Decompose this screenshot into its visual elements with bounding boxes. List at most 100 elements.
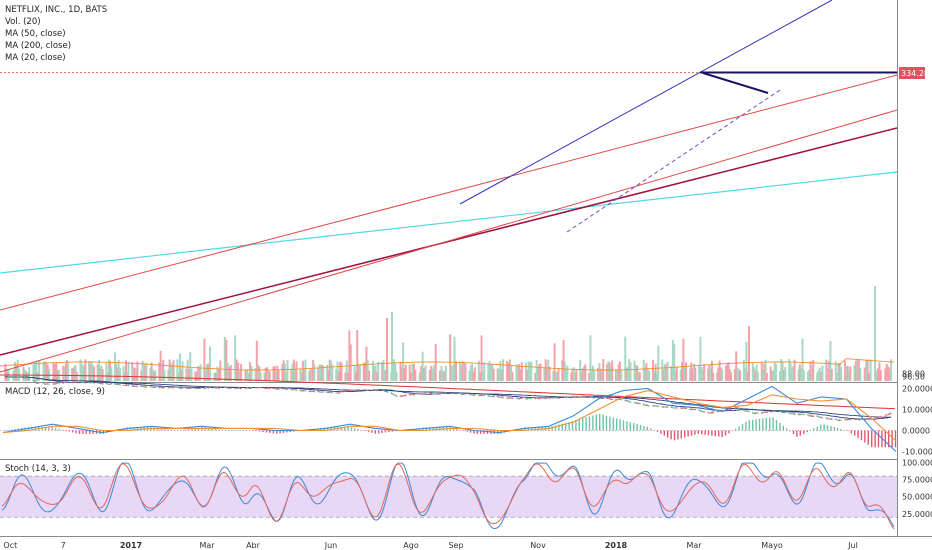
volume-bar <box>444 365 447 381</box>
candle-body <box>300 390 303 392</box>
volume-bar <box>854 360 857 381</box>
volume-bar <box>691 367 694 381</box>
volume-bar <box>96 364 99 381</box>
volume-bar <box>254 368 257 381</box>
volume-bar <box>808 369 811 381</box>
symbol-title[interactable]: NETFLIX, INC., 1D, BATS <box>5 5 107 15</box>
volume-bar <box>801 338 804 381</box>
volume-bar <box>382 359 385 381</box>
volume-spike <box>874 286 876 381</box>
macd-histogram-bar <box>242 430 244 432</box>
volume-bar <box>646 367 649 381</box>
stoch-label[interactable]: Stoch (14, 3, 3) <box>5 464 71 474</box>
candle-body <box>818 417 821 418</box>
candle-body <box>294 389 297 391</box>
macd-histogram-bar <box>170 429 172 431</box>
volume-bar <box>339 361 342 381</box>
volume-bar <box>817 370 820 381</box>
volume-bar <box>629 362 632 381</box>
candle-body <box>477 395 480 396</box>
candle-body <box>247 388 250 389</box>
candle-body <box>142 386 145 388</box>
candle-body <box>519 398 522 399</box>
candle-body <box>177 387 180 389</box>
candle-body <box>735 407 738 409</box>
volume-bar <box>499 360 502 381</box>
volume-bar <box>90 361 93 381</box>
macd-histogram-bar <box>279 430 281 434</box>
volume-bar <box>857 360 860 381</box>
indicator-ma200[interactable]: MA (200, close) <box>5 41 71 51</box>
candle-body <box>721 410 724 412</box>
volume-bar <box>810 366 813 381</box>
volume-bar <box>13 361 16 381</box>
candle-body <box>820 416 823 418</box>
candle-body <box>322 391 325 393</box>
candle-body <box>657 406 660 408</box>
indicator-ma50[interactable]: MA (50, close) <box>5 29 66 39</box>
volume-bar <box>194 371 197 381</box>
macd-histogram-bar <box>806 430 808 433</box>
candle-body <box>853 419 856 420</box>
candle-body <box>548 397 551 399</box>
stoch-tick-label: 50.0000 <box>902 493 932 502</box>
candle-body <box>644 405 646 406</box>
macd-label[interactable]: MACD (12, 26, close, 9) <box>5 387 105 397</box>
volume-bar <box>571 368 574 381</box>
candle-body <box>689 409 691 410</box>
volume-bar <box>737 369 740 381</box>
macd-histogram-bar <box>616 418 618 431</box>
volume-bar <box>73 366 76 381</box>
candle-body <box>479 395 482 397</box>
candle-body <box>258 387 261 389</box>
candle-body <box>685 408 687 409</box>
volume-bar <box>717 367 720 381</box>
volume-bar <box>579 359 582 381</box>
candle-body <box>330 392 332 394</box>
volume-bar <box>609 365 612 381</box>
candle-body <box>571 396 574 398</box>
candle-body <box>698 409 701 411</box>
volume-bar <box>698 365 701 381</box>
candle-body <box>611 399 614 400</box>
candle-body <box>185 387 188 389</box>
volume-bar <box>364 362 367 381</box>
candlesticks <box>4 376 893 422</box>
x-tick-label: Mar <box>199 541 215 550</box>
candle-body <box>266 387 268 389</box>
candle-body <box>439 393 441 395</box>
volume-bar <box>424 365 427 381</box>
volume-bar <box>468 371 471 381</box>
indicator-volume[interactable]: Vol. (20) <box>5 17 41 27</box>
macd-histogram-bar <box>619 419 621 431</box>
volume-bar <box>876 368 879 381</box>
volume-bar <box>300 372 303 381</box>
indicator-ma20[interactable]: MA (20, close) <box>5 53 66 63</box>
macd-histogram-bar <box>697 430 699 434</box>
volume-bar <box>247 372 250 381</box>
volume-bar <box>36 372 39 381</box>
volume-bar <box>583 366 586 381</box>
price-pane[interactable] <box>0 0 898 422</box>
macd-histogram-bar <box>660 430 662 434</box>
stoch-pane[interactable] <box>0 462 897 530</box>
candle-body <box>449 393 452 395</box>
volume-bar <box>806 371 809 381</box>
candle-body <box>791 413 793 415</box>
macd-histogram-bar <box>41 427 43 431</box>
volume-bar <box>885 363 888 381</box>
macd-histogram-bar <box>813 428 815 431</box>
macd-pane[interactable] <box>0 385 897 452</box>
volume-bar <box>554 371 557 381</box>
volume-bar <box>690 362 693 381</box>
volume-bar <box>589 335 592 381</box>
volume-bar <box>150 362 153 381</box>
x-tick-label: Abr <box>246 541 261 550</box>
volume-bar <box>371 360 374 381</box>
volume-bar <box>160 363 163 381</box>
volume-bar <box>618 361 621 381</box>
volume-bar <box>176 359 179 381</box>
macd-histogram-bar <box>857 430 859 438</box>
macd-histogram-bar <box>656 430 659 432</box>
